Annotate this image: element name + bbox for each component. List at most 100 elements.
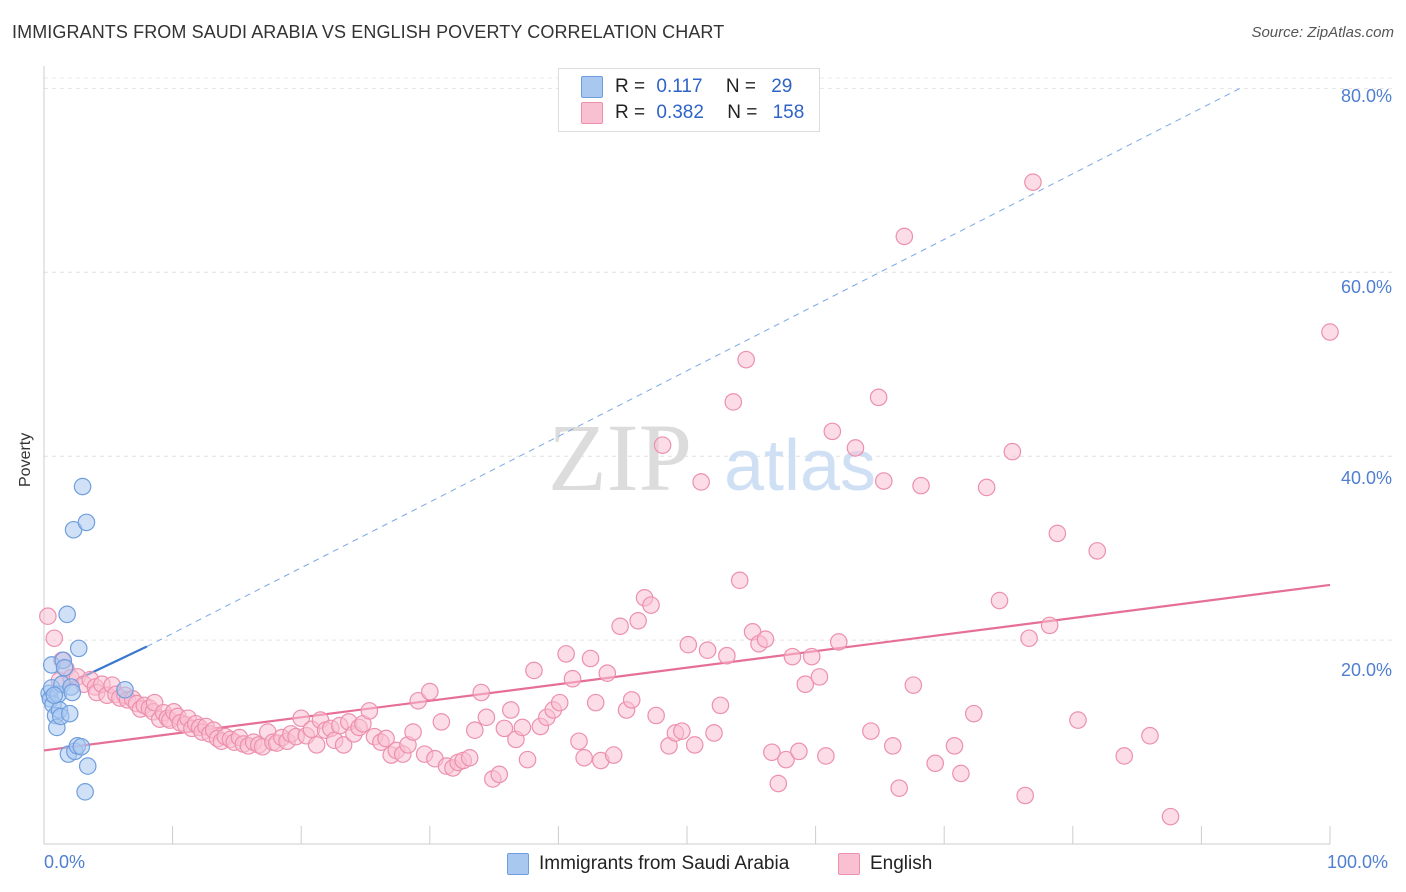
- data-point: [647, 706, 665, 725]
- data-point: [45, 686, 64, 705]
- y-tick-20: 20.0%: [1340, 660, 1392, 680]
- trend-line-extended: [146, 87, 1241, 647]
- source-label: Source: ZipAtlas.com: [1251, 24, 1394, 41]
- data-point: [763, 743, 781, 762]
- data-point: [730, 571, 749, 590]
- data-point: [1020, 629, 1038, 648]
- data-point: [895, 227, 914, 246]
- watermark-zip: ZIP: [548, 404, 692, 511]
- data-point: [292, 709, 310, 728]
- data-point: [477, 708, 496, 727]
- data-point: [495, 719, 514, 738]
- data-point: [550, 693, 569, 712]
- data-point: [796, 675, 815, 694]
- x-tick-left: 0.0%: [44, 852, 86, 872]
- data-point: [817, 747, 835, 765]
- data-point: [642, 596, 660, 614]
- data-point: [990, 591, 1009, 610]
- data-point: [60, 704, 79, 723]
- watermark: ZIP atlas: [548, 404, 876, 511]
- data-point: [76, 783, 94, 801]
- y-tick-60: 60.0%: [1340, 277, 1392, 297]
- data-point: [570, 732, 588, 751]
- legend-n-value: 158: [772, 102, 805, 123]
- data-point: [360, 702, 379, 720]
- data-point: [653, 436, 672, 454]
- bottom-legend-label-saudi: Immigrants from Saudi Arabia: [539, 853, 790, 874]
- data-point: [737, 350, 755, 369]
- stats-legend: R = 0.117 N = 29 R = 0.382 N = 158: [558, 68, 820, 132]
- data-point: [45, 629, 64, 648]
- data-point: [604, 746, 623, 764]
- data-point: [977, 478, 996, 497]
- data-point: [783, 647, 802, 666]
- legend-n-label: N =: [727, 102, 758, 123]
- y-axis-label: Poverty: [17, 432, 34, 487]
- data-point: [557, 645, 575, 663]
- data-point: [810, 668, 829, 686]
- data-point: [575, 748, 593, 767]
- legend-r-label: R =: [615, 76, 646, 97]
- data-point: [1115, 747, 1134, 765]
- chart-title: IMMIGRANTS FROM SAUDI ARABIA VS ENGLISH …: [12, 22, 725, 42]
- data-point: [718, 646, 736, 665]
- data-point: [472, 683, 491, 702]
- data-point: [777, 750, 795, 769]
- data-point: [705, 724, 723, 742]
- data-point: [1069, 711, 1087, 729]
- data-point: [490, 765, 509, 784]
- data-point: [883, 737, 902, 755]
- data-point: [756, 630, 775, 648]
- y-tick-80: 80.0%: [1340, 86, 1392, 106]
- data-point: [1016, 786, 1035, 805]
- data-point: [55, 658, 74, 677]
- axes: [43, 66, 1331, 845]
- legend-n-label: N =: [725, 76, 756, 97]
- english-points: [39, 173, 1339, 826]
- data-point: [513, 718, 532, 737]
- data-point: [377, 729, 395, 748]
- bottom-legend-english: English: [838, 851, 932, 877]
- bottom-legend-swatch-english: [838, 853, 860, 875]
- data-point: [912, 476, 930, 495]
- data-point: [846, 439, 865, 457]
- data-point: [581, 649, 600, 668]
- data-point: [563, 669, 582, 688]
- data-point: [673, 722, 691, 740]
- data-point: [926, 754, 944, 773]
- data-point: [698, 641, 717, 660]
- y-tick-40: 40.0%: [1340, 468, 1392, 488]
- data-point: [874, 472, 893, 490]
- data-point: [1048, 524, 1067, 543]
- legend-r-label: R =: [615, 102, 646, 123]
- data-point: [39, 607, 57, 625]
- data-point: [952, 764, 970, 783]
- data-point: [63, 683, 82, 702]
- data-point: [460, 748, 479, 767]
- data-point: [58, 605, 76, 624]
- legend-swatch-saudi: [581, 76, 603, 98]
- data-point: [432, 713, 451, 731]
- x-tick-right: 100.0%: [1327, 852, 1389, 872]
- data-point: [622, 691, 641, 709]
- legend-swatch-english: [581, 102, 603, 124]
- legend-n-value: 29: [771, 76, 793, 97]
- data-point: [77, 513, 96, 532]
- data-point: [1161, 807, 1180, 826]
- data-point: [466, 721, 484, 740]
- data-point: [945, 737, 964, 755]
- data-point: [586, 693, 605, 712]
- data-point: [1024, 173, 1042, 191]
- data-point: [420, 682, 439, 701]
- data-point: [307, 736, 326, 754]
- data-point: [611, 617, 629, 636]
- data-point: [518, 750, 537, 769]
- data-point: [829, 633, 848, 651]
- data-point: [904, 676, 923, 694]
- data-point: [409, 691, 428, 710]
- trend-line: [43, 583, 1331, 752]
- bottom-legend-swatch-saudi: [507, 853, 529, 875]
- data-point: [869, 388, 888, 407]
- saudi-points: [40, 477, 134, 801]
